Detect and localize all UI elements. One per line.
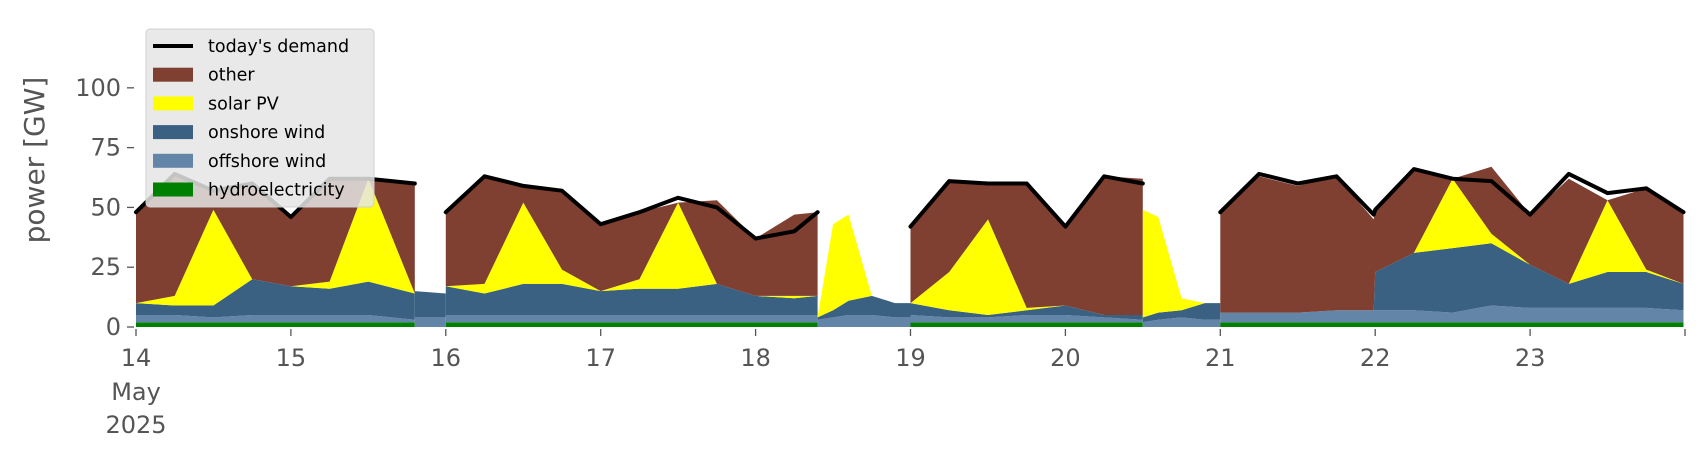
- y-tick-label: 75: [90, 134, 121, 162]
- area-offshore-wind-segment-0: [136, 315, 415, 323]
- legend-swatch-solar-pv: [153, 96, 193, 111]
- legend-label-other: other: [208, 66, 255, 86]
- x-tick-label: 14: [121, 344, 152, 372]
- legend-swatch-other: [153, 67, 193, 82]
- area-offshore-wind-segment-3: [817, 315, 911, 327]
- x-tick-label: 23: [1515, 344, 1546, 372]
- legend: today's demand other solar PV onshore wind o…: [145, 28, 375, 208]
- area-onshore-wind-segment-4: [910, 303, 1143, 320]
- area-onshore-wind-segment-6: [1220, 243, 1684, 313]
- x-tick-label: 20: [1050, 344, 1081, 372]
- x-tick-label: 17: [585, 344, 616, 372]
- area-onshore-wind-segment-2: [445, 283, 818, 315]
- demand-line-segment-6: [1218, 167, 1686, 217]
- area-offshore-wind-segment-5: [1142, 317, 1221, 327]
- area-offshore-wind-segment-6: [1220, 305, 1684, 323]
- y-tick-label: 100: [75, 74, 121, 102]
- axes: 0 25 50 75 100 14 May 2025 15 16 17 18 19 20 21 22 23: [75, 74, 1686, 439]
- x-tick-label: 22: [1360, 344, 1391, 372]
- area-hydroelectricity-segment-4: [910, 322, 1143, 327]
- area-solar-pv-segment-6: [1220, 178, 1684, 313]
- area-solar-pv-segment-3: [817, 214, 911, 318]
- demand-line-segment-4: [908, 174, 1145, 229]
- area-onshore-wind-segment-3: [817, 295, 911, 320]
- area-onshore-wind-segment-1: [414, 291, 446, 318]
- legend-label-solar-pv: solar PV: [208, 94, 279, 114]
- area-other-segment-4: [910, 176, 1143, 315]
- area-solar-pv-segment-4: [910, 219, 1143, 315]
- area-solar-pv-segment-0: [136, 178, 415, 306]
- x-tick-sublabel: 2025: [105, 411, 166, 439]
- legend-label-hydroelectricity: hydroelectricity: [208, 181, 345, 201]
- area-hydroelectricity-segment-2: [445, 322, 818, 327]
- area-solar-pv-segment-2: [445, 202, 818, 299]
- area-other-segment-2: [445, 176, 818, 296]
- area-solar-pv-segment-5: [1142, 209, 1221, 318]
- area-other-segment-6: [1220, 166, 1684, 313]
- y-axis-label: power [GW]: [18, 77, 51, 244]
- y-tick-label: 50: [90, 193, 121, 221]
- x-tick-label: 16: [431, 344, 462, 372]
- x-tick-label: 19: [895, 344, 926, 372]
- area-offshore-wind-segment-2: [445, 315, 818, 323]
- y-tick-label: 25: [90, 253, 121, 281]
- legend-label-today-s-demand: today's demand: [208, 37, 349, 57]
- x-tick-label: 21: [1205, 344, 1236, 372]
- area-hydroelectricity-segment-0: [136, 322, 415, 327]
- legend-swatch-onshore-wind: [153, 125, 193, 140]
- legend-label-offshore-wind: offshore wind: [208, 152, 326, 172]
- area-hydroelectricity-segment-6: [1220, 322, 1684, 327]
- demand-line-segment-2: [443, 174, 820, 241]
- x-tick-label: 18: [740, 344, 771, 372]
- area-onshore-wind-segment-5: [1142, 303, 1221, 323]
- x-tick-sublabel: May: [111, 378, 161, 406]
- legend-swatch-offshore-wind: [153, 153, 193, 168]
- area-offshore-wind-segment-4: [910, 315, 1143, 323]
- x-tick-label: 15: [276, 344, 307, 372]
- area-onshore-wind-segment-0: [136, 279, 415, 320]
- area-offshore-wind-segment-1: [414, 317, 446, 327]
- y-tick-label: 0: [106, 313, 121, 341]
- legend-box: [145, 28, 375, 208]
- legend-swatch-hydroelectricity: [153, 182, 193, 197]
- legend-label-onshore-wind: onshore wind: [208, 123, 325, 143]
